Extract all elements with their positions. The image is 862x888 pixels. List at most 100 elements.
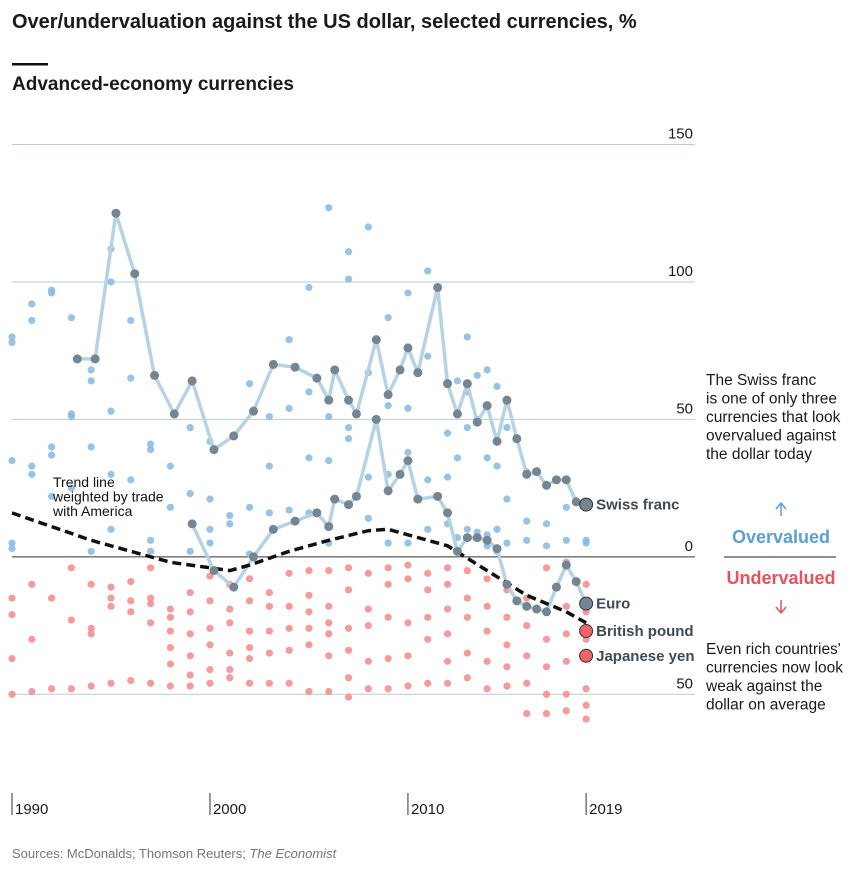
currency-dot [67, 564, 75, 572]
series-dot [512, 434, 522, 444]
currency-dot [87, 682, 95, 690]
series-dot [351, 409, 361, 419]
series-dot [130, 269, 140, 279]
currency-dot [8, 338, 16, 347]
currency-dot [8, 539, 16, 547]
currency-dot [493, 382, 501, 391]
y-tick-label: 0 [685, 538, 693, 555]
series-dot [502, 395, 512, 405]
currency-dot [87, 377, 95, 385]
currency-dot [463, 333, 471, 341]
series-dot [452, 546, 462, 556]
currency-dot [424, 569, 432, 577]
currency-dot [384, 580, 392, 588]
currency-dot [364, 223, 372, 231]
currency-dot [503, 663, 511, 671]
currency-dot [127, 374, 135, 382]
currency-dot [305, 641, 313, 649]
series-label: Euro [596, 596, 630, 613]
currency-dot [87, 630, 95, 638]
series-dot [512, 596, 522, 606]
currency-dot [107, 525, 115, 533]
currency-dot [503, 424, 511, 432]
currency-dot [463, 525, 471, 533]
currency-dot [542, 663, 551, 671]
currency-dot [67, 484, 75, 492]
currency-dot [424, 613, 432, 621]
currency-dot [503, 495, 511, 503]
series-dot [462, 379, 472, 389]
series-dot [209, 566, 219, 576]
currency-dot [47, 594, 56, 602]
currency-dot [285, 624, 293, 632]
currency-dot [206, 665, 214, 674]
currency-dot [463, 566, 471, 575]
currency-dot [443, 473, 452, 481]
currency-dot [523, 536, 531, 544]
series-dot [492, 436, 502, 446]
currency-dot [186, 630, 194, 638]
y-tick-label: 50 [676, 675, 693, 692]
currency-dot [542, 520, 551, 528]
series-dot [229, 582, 239, 592]
currency-dot [107, 594, 115, 602]
currency-dot [226, 665, 234, 674]
series-dot [433, 491, 443, 501]
currency-dot [483, 627, 491, 635]
series-dot [90, 354, 100, 364]
series-dot [522, 601, 532, 611]
currency-dot [67, 413, 75, 421]
series-dot [395, 365, 405, 375]
series-dot [383, 390, 393, 400]
currency-dot [305, 454, 313, 462]
currency-dot [523, 709, 531, 718]
currency-dot [344, 586, 353, 594]
currency-dot [8, 690, 16, 698]
currency-dot [404, 575, 412, 583]
trend-label: weighted by trade [52, 489, 164, 505]
overvalued-label: Overvalued [732, 527, 830, 547]
series-dot [492, 544, 502, 554]
currency-dot [344, 248, 353, 256]
title-rule [12, 63, 48, 66]
currency-dot [285, 602, 293, 610]
chart-subtitle: Advanced-economy currencies [12, 74, 294, 95]
currency-dot [265, 649, 273, 657]
currency-dot [285, 569, 293, 577]
currency-dot [206, 641, 214, 649]
currency-dot [562, 690, 570, 698]
currency-dot [384, 539, 392, 547]
currency-dot [344, 693, 353, 701]
currency-dot [424, 267, 432, 275]
currency-dot [404, 652, 412, 660]
series-dot [532, 604, 542, 614]
currency-dot [344, 435, 353, 443]
currency-dot [28, 687, 36, 696]
series-dot [312, 508, 322, 518]
series-dot [111, 208, 121, 218]
x-tick-label: 2019 [589, 801, 622, 818]
series-dot [443, 508, 453, 518]
currency-dot [166, 613, 174, 621]
currency-dot [463, 594, 471, 602]
currency-dot [364, 569, 372, 577]
currency-dot [404, 448, 412, 456]
currency-dot [47, 492, 56, 500]
currency-dot [226, 520, 234, 528]
currency-dot [245, 679, 254, 687]
currency-dot [463, 613, 471, 621]
undervalued-label: Undervalued [726, 568, 835, 588]
currency-dot [28, 316, 36, 325]
currency-dot [186, 490, 194, 498]
currency-dot [47, 685, 56, 693]
series-dot [403, 456, 413, 466]
currency-dot [562, 630, 570, 638]
currency-dot [245, 627, 254, 635]
currency-dot [443, 679, 452, 687]
series-dot [268, 359, 278, 369]
series-dot [395, 469, 405, 479]
series-dot [187, 376, 197, 386]
currency-dot [265, 679, 273, 687]
note: dollar on average [706, 697, 826, 714]
